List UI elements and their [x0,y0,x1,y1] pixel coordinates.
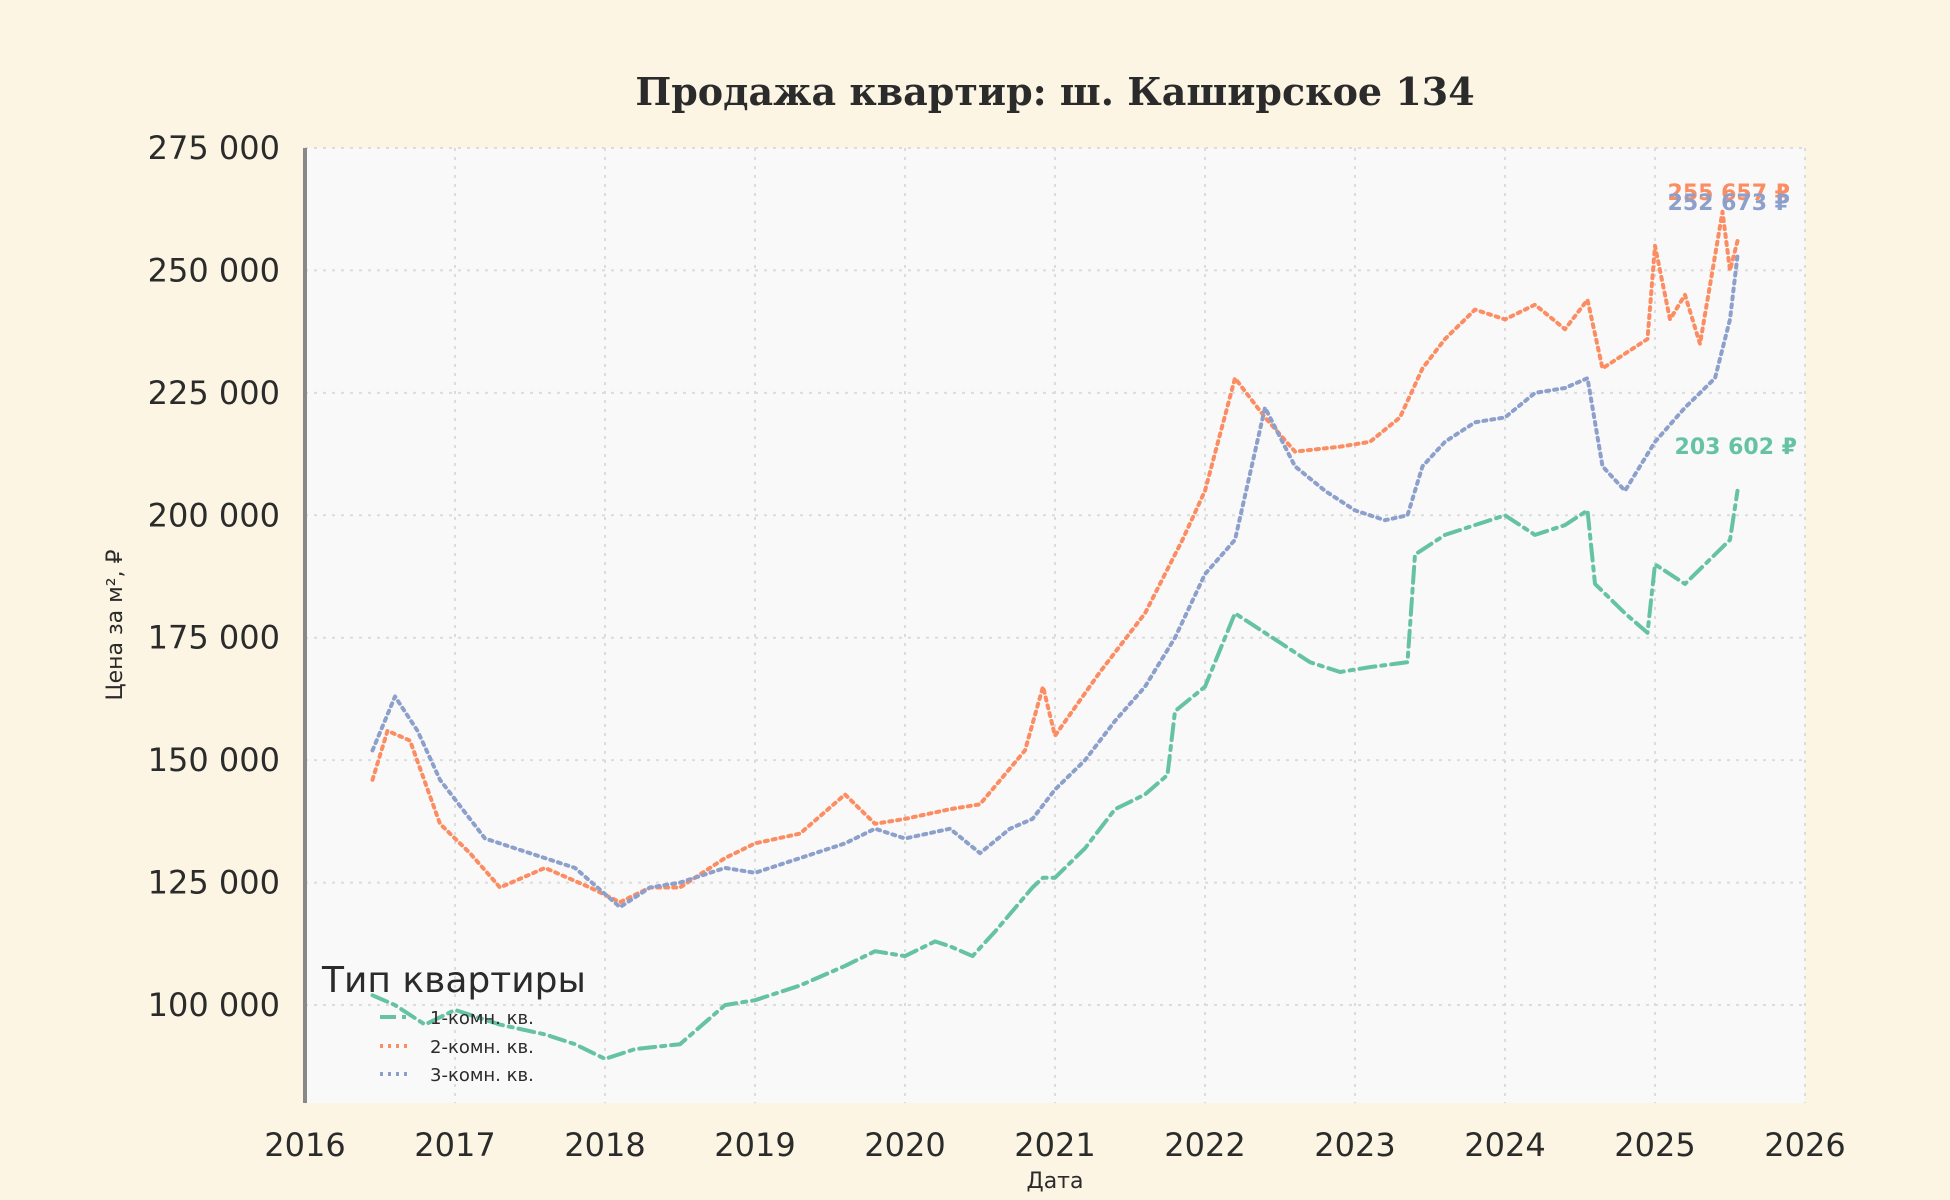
tick-labels: 2016 2017 2018 2019 2020 2021 2022 2023 2024 2025… [148,129,1846,1164]
x-tick-label: 2025 [1614,1126,1695,1164]
end-label-1: 203 602 ₽ [1675,435,1797,460]
chart-title: Продажа квартир: ш. Каширское 134 [635,69,1474,114]
series-line-1 [370,488,1740,1061]
y-tick-label: 250 000 [148,251,280,289]
x-tick-label: 2021 [1014,1126,1095,1164]
series-line-2 [370,209,1740,905]
x-tick-label: 2020 [864,1126,945,1164]
end-label-2: 255 657 ₽ [1668,181,1790,206]
y-tick-label: 275 000 [148,129,280,167]
end-label-3: 252 673 ₽ [1668,191,1790,216]
x-tick-label: 2017 [414,1126,495,1164]
x-axis-label: Дата [1027,1169,1084,1194]
x-tick-label: 2022 [1164,1126,1245,1164]
legend-title: Тип квартиры [321,960,586,1001]
y-tick-label: 175 000 [148,619,280,657]
x-tick-label: 2018 [564,1126,645,1164]
y-tick-label: 200 000 [148,496,280,534]
end-labels: 203 602 ₽ 255 657 ₽252 673 ₽ [1668,181,1797,460]
legend-label-3: 3-комн. кв. [430,1065,534,1086]
x-tick-label: 2019 [714,1126,795,1164]
y-axis-label: Цена за м², ₽ [103,549,128,700]
x-tick-label: 2023 [1314,1126,1395,1164]
series-group [370,209,1740,1061]
x-tick-label: 2024 [1464,1126,1545,1164]
x-tick-label: 2026 [1764,1126,1845,1164]
legend-label-2: 2-комн. кв. [430,1037,534,1058]
grid [305,147,1806,1103]
legend-label-1: 1-комн. кв. [430,1008,534,1029]
legend: Тип квартиры 1-комн. кв. 2-комн. кв. 3-к… [321,960,586,1086]
series-line-3 [370,253,1740,910]
y-tick-label: 150 000 [148,741,280,779]
y-tick-label: 225 000 [148,374,280,412]
x-tick-label: 2016 [264,1126,345,1164]
y-tick-label: 125 000 [148,864,280,902]
y-tick-label: 100 000 [148,986,280,1024]
